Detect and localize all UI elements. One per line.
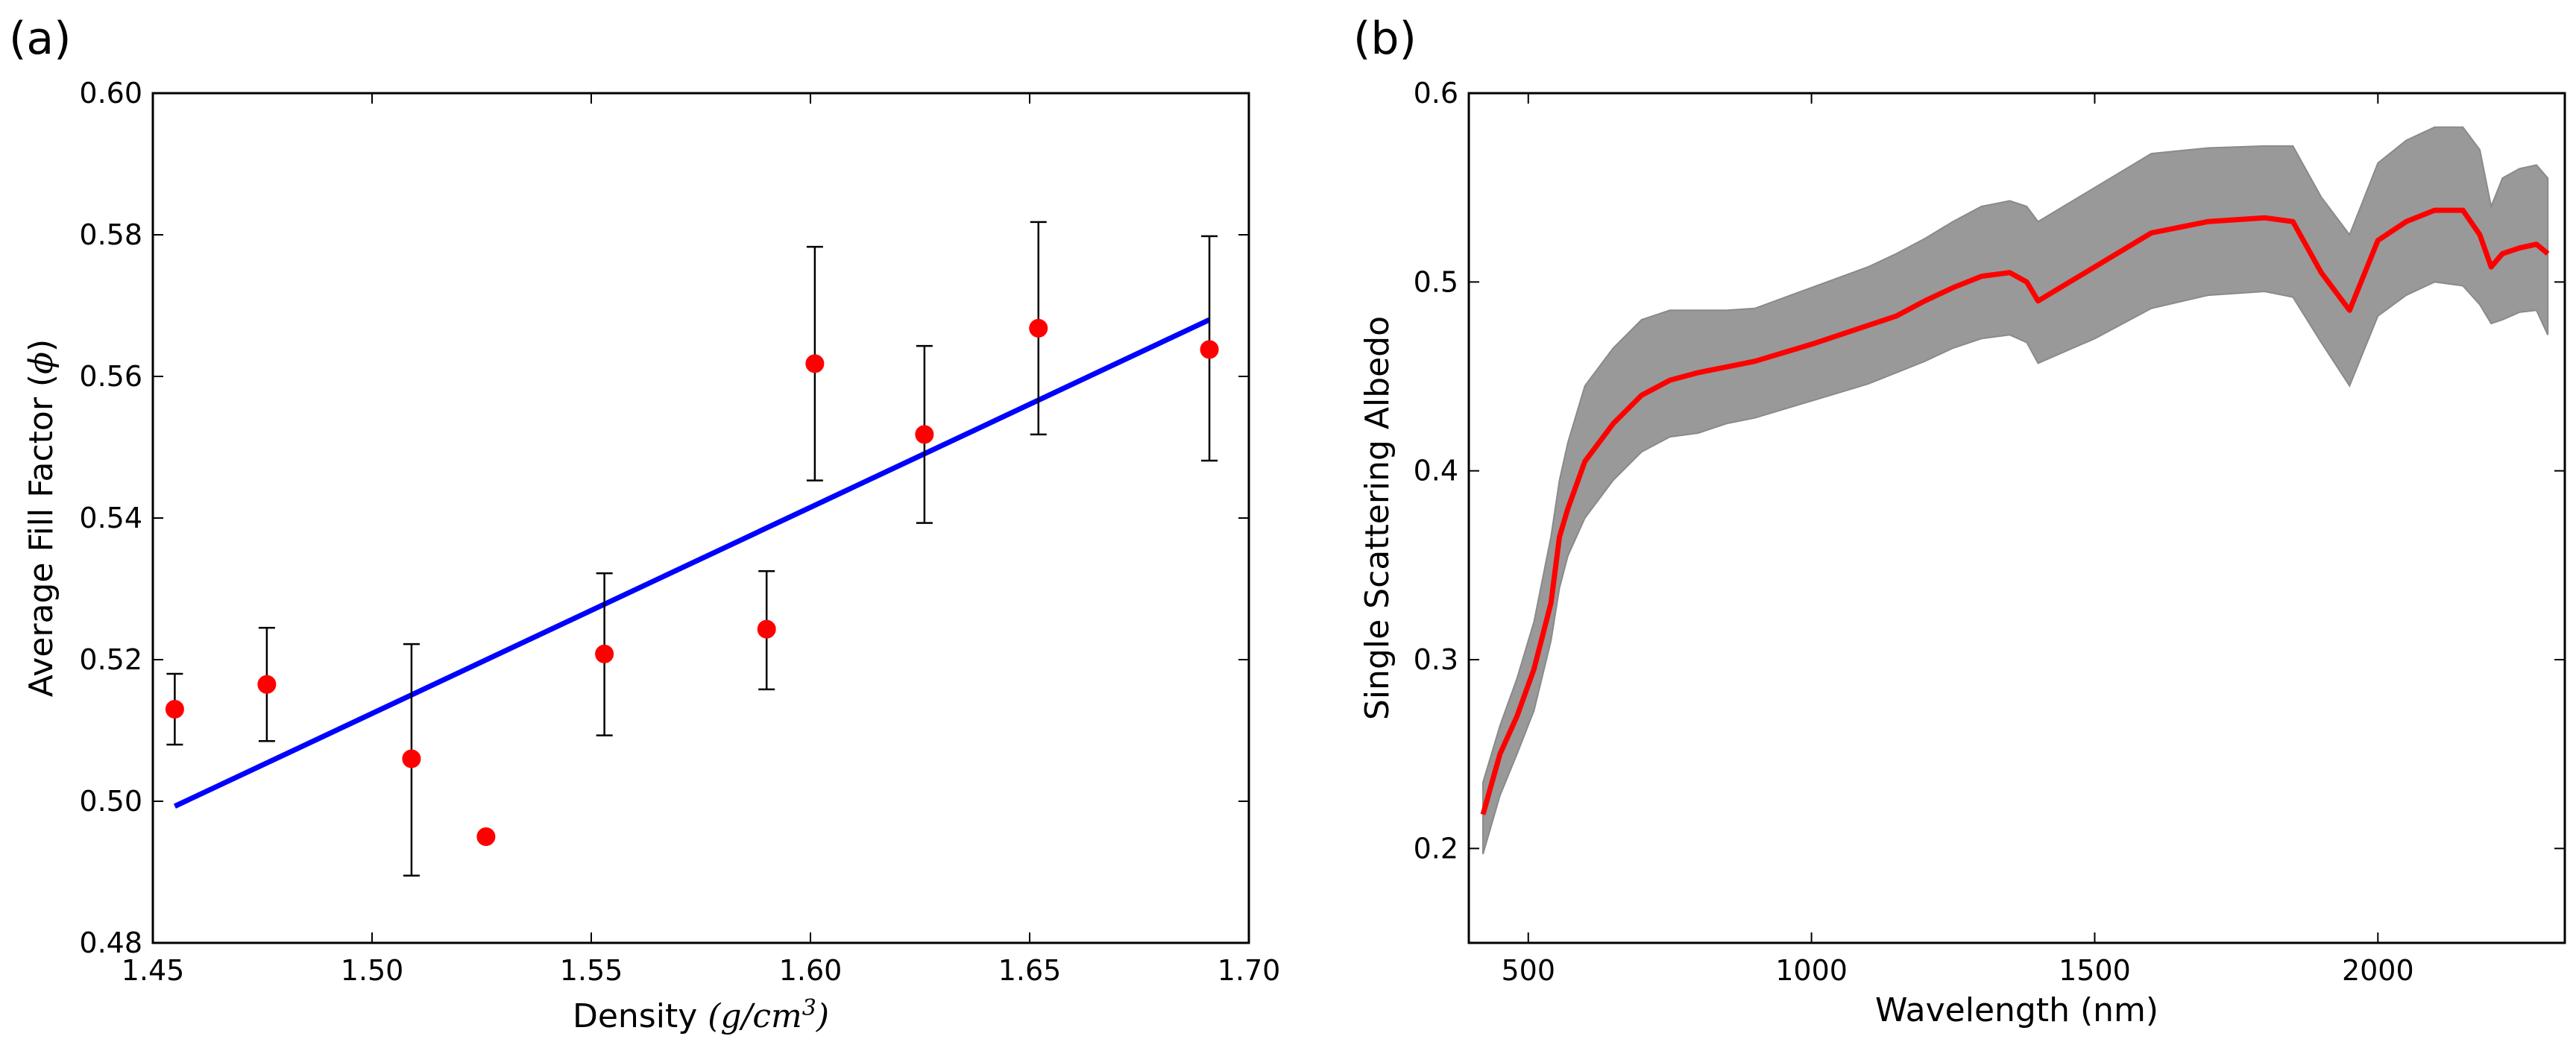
y-tick-label-a: 0.56 <box>79 360 142 393</box>
y-tick-label-b: 0.3 <box>1414 643 1458 676</box>
x-tick-label-b: 1000 <box>1775 954 1848 987</box>
data-point <box>165 700 184 719</box>
x-axis-label-a: Density (g/cm3) <box>573 995 829 1035</box>
y-tick-label-b: 0.2 <box>1414 832 1458 865</box>
data-point <box>1029 318 1048 338</box>
plot-area-a <box>151 92 1250 944</box>
x-tick-label-b: 1500 <box>2059 954 2131 987</box>
y-tick-label-a: 0.60 <box>79 77 142 110</box>
uncertainty-band <box>1482 126 2549 855</box>
x-tick-label-a: 1.50 <box>341 954 404 987</box>
y-tick-label-a: 0.52 <box>79 643 142 676</box>
x-tick-label-a: 1.60 <box>779 954 843 987</box>
y-tick-label-a: 0.50 <box>79 785 142 818</box>
x-tick-label-a: 1.65 <box>998 954 1062 987</box>
y-tick-label-a: 0.58 <box>79 218 142 251</box>
data-point <box>402 749 421 768</box>
x-tick-label-b: 500 <box>1502 954 1556 987</box>
data-point <box>476 827 496 846</box>
panel-a-label: (a) <box>9 13 72 65</box>
data-point <box>257 675 277 694</box>
plot-area-b <box>1467 92 2566 944</box>
y-tick-label-b: 0.5 <box>1414 265 1458 298</box>
panel-a: (a) 1.45 1.50 1.55 1.60 1.65 1.70 0.48 0.50 0.52… <box>9 13 1280 1035</box>
data-point <box>595 644 614 663</box>
data-point <box>805 354 825 373</box>
data-point <box>1200 340 1219 359</box>
x-tick-label-a: 1.55 <box>560 954 623 987</box>
y-tick-label-b: 0.4 <box>1414 455 1458 487</box>
albedo-line <box>1480 207 2550 815</box>
x-tick-label-b: 2000 <box>2342 954 2414 987</box>
y-tick-label-b: 0.6 <box>1414 77 1458 110</box>
fit-line <box>173 317 1211 809</box>
panel-b: (b) 500 1000 1500 2000 0.2 0.3 0.4 0.5 0.6 Wavel… <box>1353 13 2566 1029</box>
x-tick-label-a: 1.45 <box>122 954 185 987</box>
x-axis-label-b: Wavelength (nm) <box>1875 991 2158 1029</box>
y-tick-label-a: 0.54 <box>79 502 142 534</box>
y-axis-label-b: Single Scattering Albedo <box>1358 316 1396 720</box>
data-point <box>915 425 934 444</box>
panel-b-label: (b) <box>1353 13 1417 65</box>
y-tick-label-a: 0.48 <box>79 926 142 959</box>
y-axis-label-a: Average Fill Factor (ϕ) <box>22 339 60 697</box>
x-tick-label-a: 1.70 <box>1218 954 1281 987</box>
data-point <box>757 619 776 639</box>
